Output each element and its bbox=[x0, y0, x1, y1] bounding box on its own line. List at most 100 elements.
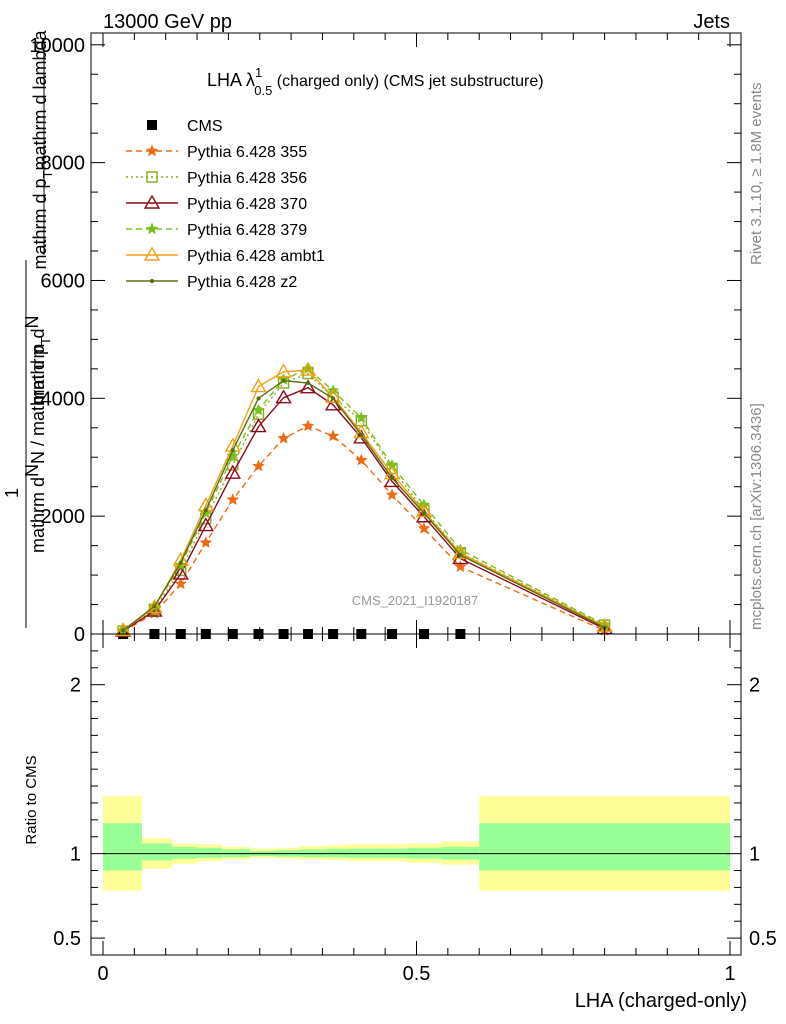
legend-label-pambt1: Pythia 6.428 ambt1 bbox=[187, 248, 325, 265]
series-point-pz2 bbox=[230, 448, 235, 453]
series-point-pz2 bbox=[331, 396, 336, 401]
series-point-p355 bbox=[174, 577, 187, 590]
series-point-pz2 bbox=[121, 628, 126, 633]
y-tick-label: 2000 bbox=[41, 506, 86, 528]
series-point-pz2 bbox=[458, 553, 463, 558]
series-point-pambt1 bbox=[452, 544, 469, 559]
series-point-pambt1 bbox=[146, 599, 163, 614]
series-point-pz2 bbox=[306, 380, 311, 385]
y-label-left-numerator: mathrm dN bbox=[22, 315, 48, 404]
series-point-pz2 bbox=[422, 511, 427, 516]
main-axes: 0 2000 4000 6000 8000 10000 bbox=[29, 32, 742, 646]
ratio-y-label: Ratio to CMS bbox=[23, 755, 40, 844]
legend-label-cms: CMS bbox=[187, 118, 223, 135]
legend-label-p355: Pythia 6.428 355 bbox=[187, 144, 307, 161]
ratio-y-tick-label-right: 1 bbox=[749, 844, 760, 866]
legend: CMS Pythia 6.428 355 Pythia 6.428 356 Pythi… bbox=[126, 118, 325, 291]
series-point-pz2 bbox=[281, 378, 286, 383]
series-point-p355 bbox=[301, 419, 315, 432]
ratio-y-tick-label-right: 2 bbox=[749, 675, 760, 697]
series-line-pambt1 bbox=[122, 369, 605, 632]
y-label-right-denominator: mathrm dNN / mathrm d pT bbox=[22, 337, 53, 553]
legend-label-p370: Pythia 6.428 370 bbox=[187, 196, 307, 213]
series-point-p355 bbox=[355, 453, 368, 466]
series-point-p355 bbox=[277, 431, 290, 444]
series-point-pz2 bbox=[256, 396, 261, 401]
series-point-p370 bbox=[250, 418, 267, 433]
rivet-version-label: Rivet 3.1.10, ≥ 1.8M events bbox=[748, 83, 765, 266]
series-point-p379 bbox=[355, 411, 368, 423]
series-point-p379 bbox=[252, 403, 265, 416]
series-line-p355 bbox=[122, 425, 605, 633]
series-line-p379 bbox=[122, 368, 605, 632]
x-tick-label: 1 bbox=[724, 963, 735, 985]
series-point-pz2 bbox=[390, 475, 395, 480]
series-point-pambt1 bbox=[353, 424, 370, 439]
series-point-p370 bbox=[224, 464, 242, 479]
series-point-p355 bbox=[417, 522, 431, 534]
title-rest: (charged only) (CMS jet substructure) bbox=[272, 73, 543, 90]
ratio-band-inner bbox=[141, 843, 172, 861]
legend-marker-p370 bbox=[143, 194, 161, 209]
y-tick-label: 6000 bbox=[41, 270, 86, 292]
title-sub: 0.5 bbox=[254, 83, 272, 98]
series-point-pambt1 bbox=[415, 503, 433, 518]
header-left: 13000 GeV pp bbox=[103, 11, 232, 33]
series-point-p355 bbox=[226, 493, 239, 505]
y-label-left-denominator: mathrm d pTmathrm d lambda bbox=[30, 29, 55, 269]
series-point-p355 bbox=[454, 560, 467, 573]
legend-label-p356: Pythia 6.428 356 bbox=[187, 170, 307, 187]
legend-label-pz2: Pythia 6.428 z2 bbox=[187, 274, 297, 291]
y-tick-label: 4000 bbox=[41, 388, 86, 410]
title-main: LHA λ bbox=[207, 70, 255, 90]
ratio-frame bbox=[90, 633, 742, 956]
ratio-y-tick-label-right: 0.5 bbox=[749, 928, 777, 950]
series-point-p355 bbox=[326, 429, 340, 442]
y-axis-label: mathrm dN mathrm d pTmathrm d lambda 1 m… bbox=[2, 29, 55, 628]
ratio-y-tick-label: 2 bbox=[70, 675, 81, 697]
legend-marker-cms bbox=[147, 120, 157, 130]
series-point-pambt1 bbox=[250, 378, 267, 393]
series-point-p370 bbox=[383, 473, 401, 488]
series-point-p355 bbox=[199, 536, 212, 548]
ratio-band-inner bbox=[103, 823, 142, 871]
ratio-bands bbox=[103, 796, 730, 891]
series-point-pambt1 bbox=[172, 551, 189, 567]
title-sup: 1 bbox=[255, 65, 262, 80]
y-label-right-numerator: 1 bbox=[2, 488, 22, 498]
series-layer bbox=[114, 361, 613, 639]
header-right: Jets bbox=[693, 11, 730, 33]
series-point-p379 bbox=[301, 362, 315, 375]
x-tick-label: 0.5 bbox=[403, 963, 431, 985]
ratio-band-inner bbox=[325, 848, 348, 858]
analysis-watermark: CMS_2021_I1920187 bbox=[352, 593, 479, 608]
series-point-p379 bbox=[385, 459, 399, 471]
legend-marker-pz2 bbox=[150, 279, 154, 283]
series-point-p370 bbox=[275, 389, 292, 404]
y-tick-label: 8000 bbox=[41, 153, 86, 175]
series-point-pz2 bbox=[178, 560, 183, 565]
mcplots-label: mcplots.cern.ch [arXiv:1306.3436] bbox=[748, 403, 765, 630]
series-point-pz2 bbox=[203, 508, 208, 513]
ratio-band-inner bbox=[171, 846, 198, 859]
y-tick-label: 10000 bbox=[29, 35, 85, 57]
legend-marker-p356 bbox=[146, 171, 158, 183]
ratio-band-inner bbox=[479, 823, 730, 871]
series-point-pambt1 bbox=[299, 361, 317, 376]
ratio-axes: 0 0.5 1 0.5 0.5 1 1 2 2 bbox=[53, 633, 777, 985]
series-point-pz2 bbox=[359, 432, 364, 437]
legend-label-p379: Pythia 6.428 379 bbox=[187, 222, 307, 239]
series-point-pambt1 bbox=[275, 363, 292, 378]
series-point-p370 bbox=[172, 565, 189, 580]
series-point-pz2 bbox=[152, 604, 157, 609]
legend-marker-p355 bbox=[145, 144, 159, 157]
x-axis-label: LHA (charged-only) bbox=[575, 990, 747, 1012]
plot-title: LHA λ1 0.5 (charged only) (CMS jet substr… bbox=[207, 65, 544, 98]
series-point-p379 bbox=[598, 618, 611, 630]
series-point-p355 bbox=[385, 488, 399, 501]
y-tick-label: 0 bbox=[74, 624, 85, 646]
ratio-y-tick-label: 0.5 bbox=[53, 928, 81, 950]
ratio-y-tick-label: 1 bbox=[70, 844, 81, 866]
series-line-pz2 bbox=[122, 379, 605, 632]
